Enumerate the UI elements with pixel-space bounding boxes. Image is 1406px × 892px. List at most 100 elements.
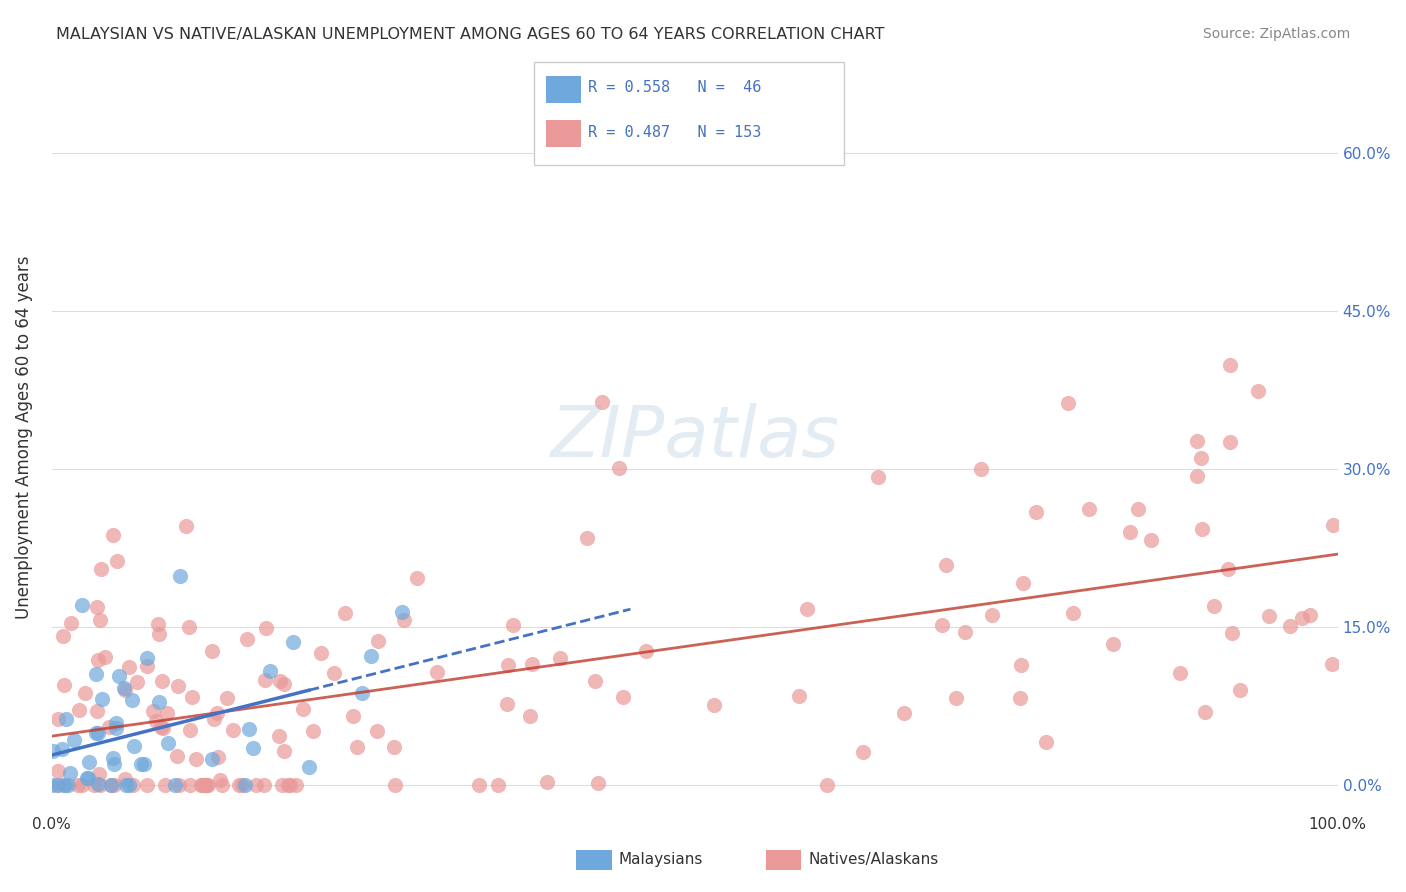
Point <box>366 723 388 738</box>
Point <box>346 740 368 755</box>
Point <box>86 599 108 614</box>
Point <box>273 677 295 691</box>
Point <box>893 706 915 720</box>
Point <box>1219 358 1241 372</box>
Point <box>149 720 172 734</box>
Point <box>179 723 201 738</box>
Point <box>575 531 598 545</box>
Point <box>70 778 93 792</box>
Point <box>176 519 198 533</box>
Point <box>211 778 233 792</box>
Point <box>190 778 212 792</box>
Point <box>55 712 77 726</box>
Point <box>1278 619 1301 633</box>
Point <box>301 723 323 738</box>
Point <box>342 708 364 723</box>
Point <box>52 778 75 792</box>
Point <box>1229 682 1251 697</box>
Point <box>166 748 188 763</box>
Point <box>177 620 200 634</box>
Point <box>132 756 155 771</box>
Point <box>981 608 1004 623</box>
Point <box>1258 608 1281 623</box>
Point <box>1202 599 1225 613</box>
Point <box>156 736 179 750</box>
Point <box>112 681 135 696</box>
Point <box>114 682 136 697</box>
Point <box>122 739 145 753</box>
Point <box>87 653 110 667</box>
Point <box>1078 502 1101 516</box>
Point <box>267 729 290 743</box>
Point <box>259 664 281 678</box>
Point <box>1102 637 1125 651</box>
Point <box>142 704 165 718</box>
Point <box>105 554 128 568</box>
Point <box>278 778 301 792</box>
Point <box>382 740 405 755</box>
Point <box>945 690 967 705</box>
Point <box>703 698 725 712</box>
Point <box>169 569 191 583</box>
Point <box>201 644 224 658</box>
Point <box>101 751 124 765</box>
Point <box>866 470 889 484</box>
Point <box>1216 562 1239 576</box>
Point <box>1194 706 1216 720</box>
Point <box>352 686 374 700</box>
Point <box>163 778 186 792</box>
Point <box>194 778 217 792</box>
Point <box>202 712 225 726</box>
Point <box>245 778 267 792</box>
Point <box>83 778 105 792</box>
Point <box>41 778 63 792</box>
Point <box>1185 469 1208 483</box>
Point <box>100 778 122 792</box>
Point <box>87 767 110 781</box>
Point <box>89 778 111 792</box>
Point <box>548 651 571 665</box>
Point <box>53 778 76 792</box>
Point <box>931 618 953 632</box>
Point <box>536 774 558 789</box>
Point <box>292 702 315 716</box>
Point <box>42 744 65 758</box>
Point <box>186 752 208 766</box>
Point <box>197 778 219 792</box>
Point <box>121 778 143 792</box>
Point <box>46 764 69 779</box>
Point <box>51 629 73 643</box>
Point <box>217 691 239 706</box>
Point <box>1008 690 1031 705</box>
Point <box>89 613 111 627</box>
Point <box>59 616 82 631</box>
Point <box>146 617 169 632</box>
Point <box>253 778 276 792</box>
Point <box>181 690 204 704</box>
Point <box>276 778 298 792</box>
Point <box>201 752 224 766</box>
Point <box>406 571 429 585</box>
Point <box>1191 522 1213 536</box>
Point <box>333 606 356 620</box>
Point <box>298 760 321 774</box>
Point <box>522 657 544 672</box>
Text: Source: ZipAtlas.com: Source: ZipAtlas.com <box>1202 27 1350 41</box>
Point <box>77 755 100 769</box>
Point <box>207 706 229 720</box>
Point <box>323 666 346 681</box>
Point <box>115 778 138 792</box>
Point <box>86 704 108 718</box>
Point <box>591 394 613 409</box>
Point <box>1126 501 1149 516</box>
Point <box>179 778 201 792</box>
Point <box>148 627 170 641</box>
Point <box>67 703 90 717</box>
Point <box>56 778 79 792</box>
Point <box>135 778 157 792</box>
Point <box>1189 451 1212 466</box>
Point <box>1219 435 1241 450</box>
Point <box>53 678 76 692</box>
Point <box>468 778 491 792</box>
Point <box>193 778 215 792</box>
